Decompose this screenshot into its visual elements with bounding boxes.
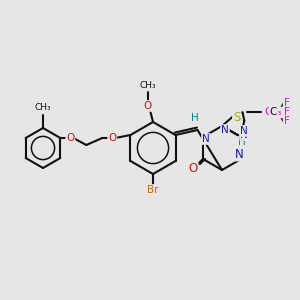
Text: O: O — [188, 163, 198, 176]
Text: O: O — [108, 133, 116, 143]
Text: CH₃: CH₃ — [140, 82, 156, 91]
Text: F: F — [284, 98, 290, 108]
Text: S: S — [233, 111, 241, 124]
Text: N: N — [240, 130, 248, 140]
Text: O: O — [66, 133, 74, 143]
Text: O: O — [144, 101, 152, 111]
Text: N: N — [235, 148, 243, 160]
Text: H: H — [190, 113, 198, 123]
Text: CF₃: CF₃ — [265, 107, 282, 117]
Text: Br: Br — [147, 185, 159, 195]
Text: C: C — [270, 107, 277, 117]
Text: N: N — [202, 134, 210, 144]
Text: CH₃: CH₃ — [35, 103, 51, 112]
Text: H: H — [238, 137, 246, 147]
Text: N: N — [221, 125, 229, 135]
Text: F: F — [284, 116, 290, 126]
Text: F: F — [284, 107, 290, 117]
Text: N: N — [240, 126, 248, 136]
